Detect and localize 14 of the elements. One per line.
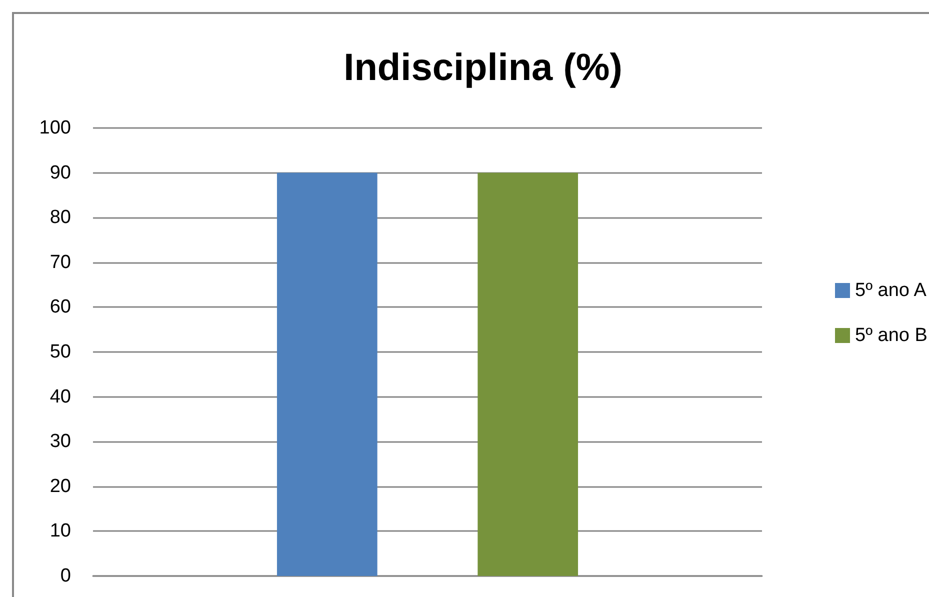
- y-tick-label: 50: [50, 342, 71, 362]
- y-tick-label: 20: [50, 476, 71, 497]
- y-tick-label: 40: [50, 386, 71, 408]
- y-tick-label: 30: [50, 431, 71, 452]
- legend-label: 5º ano A: [855, 280, 927, 301]
- legend-label: 5º ano B: [855, 325, 928, 346]
- y-tick-label: 80: [50, 207, 71, 228]
- y-tick-label: 70: [50, 252, 71, 273]
- y-tick-label: 60: [50, 296, 71, 318]
- y-tick-label: 100: [39, 118, 71, 138]
- chart-title: Indisciplina (%): [344, 47, 622, 89]
- y-tick-label: 90: [50, 162, 71, 184]
- y-tick-label: 0: [60, 566, 71, 586]
- y-tick-label: 10: [50, 520, 71, 542]
